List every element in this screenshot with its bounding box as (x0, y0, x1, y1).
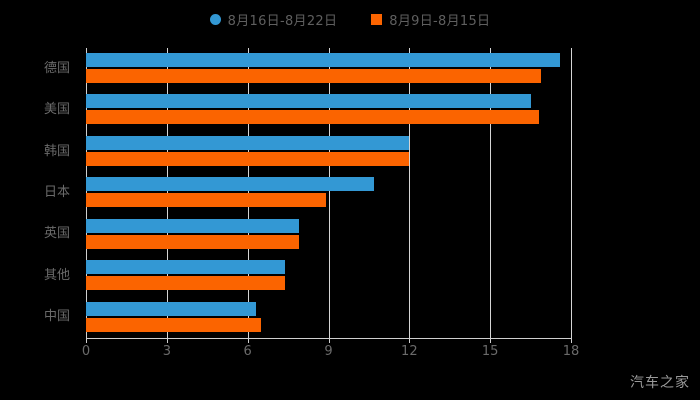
bar-1[interactable] (86, 193, 326, 208)
y-axis-tick-label: 其他 (43, 267, 70, 283)
bar-0[interactable] (86, 53, 561, 67)
y-axis-tick-label: 日本 (43, 185, 70, 200)
x-axis-tick (86, 338, 87, 343)
bar-1[interactable] (86, 69, 542, 83)
bar-0[interactable] (86, 218, 299, 233)
y-axis-tick-label: 中国 (43, 309, 70, 325)
bar-0[interactable] (86, 301, 256, 316)
legend-label: 8月9日-8月15日 (389, 14, 491, 29)
chart-legend: 8月16日-8月22日 8月9日-8月15日 (0, 10, 700, 29)
y-axis-labels: 德国美国韩国日本英国其他中国 (0, 48, 78, 338)
y-axis-line (86, 48, 87, 338)
gridline (166, 48, 168, 338)
bar-row (86, 89, 572, 130)
y-axis-tick-label: 德国 (43, 60, 70, 76)
bar-rows (86, 48, 572, 338)
bar-1[interactable] (86, 317, 262, 332)
gridline (247, 48, 249, 338)
gridline (490, 48, 492, 338)
gridline (328, 48, 330, 338)
x-axis-tick-label: 15 (481, 344, 499, 359)
bar-1[interactable] (86, 276, 286, 291)
x-axis-tick (409, 338, 411, 343)
watermark: 汽车之家 (630, 375, 690, 391)
x-axis-tick-label: 18 (562, 344, 580, 359)
bar-0[interactable] (86, 260, 286, 275)
bar-row (86, 48, 572, 89)
gridline (571, 48, 572, 338)
legend-dot-icon (209, 14, 221, 25)
x-axis-tick-label: 6 (243, 344, 252, 359)
x-axis-tick (571, 338, 572, 343)
x-axis-tick (247, 338, 249, 343)
bar-1[interactable] (86, 110, 539, 125)
x-axis-tick (490, 338, 492, 343)
y-axis-tick-label: 英国 (43, 226, 70, 242)
x-axis-tick (166, 338, 168, 343)
bar-0[interactable] (86, 94, 531, 109)
legend-item[interactable]: 8月9日-8月15日 (371, 10, 490, 29)
bar-row (86, 255, 572, 296)
bar-row (86, 297, 572, 338)
x-axis-tick-label: 0 (81, 344, 91, 359)
bar-1[interactable] (86, 151, 410, 166)
plot-area (86, 48, 572, 338)
x-axis-tick-label: 3 (162, 344, 171, 359)
legend-label: 8月16日-8月22日 (227, 14, 338, 29)
x-axis-tick (328, 338, 330, 343)
y-axis-tick-label: 美国 (43, 102, 70, 118)
bar-0[interactable] (86, 177, 375, 192)
x-axis-tick-label: 12 (401, 344, 418, 359)
y-axis-tick-label: 韩国 (43, 143, 70, 159)
bar-1[interactable] (86, 234, 299, 249)
x-axis-tick-label: 9 (324, 344, 333, 359)
bar-0[interactable] (86, 135, 410, 150)
legend-square-icon (371, 14, 383, 25)
bar-row (86, 172, 572, 213)
bar-row (86, 214, 572, 255)
gridline (409, 48, 411, 338)
legend-item[interactable]: 8月16日-8月22日 (209, 10, 338, 29)
bar-row (86, 131, 572, 172)
